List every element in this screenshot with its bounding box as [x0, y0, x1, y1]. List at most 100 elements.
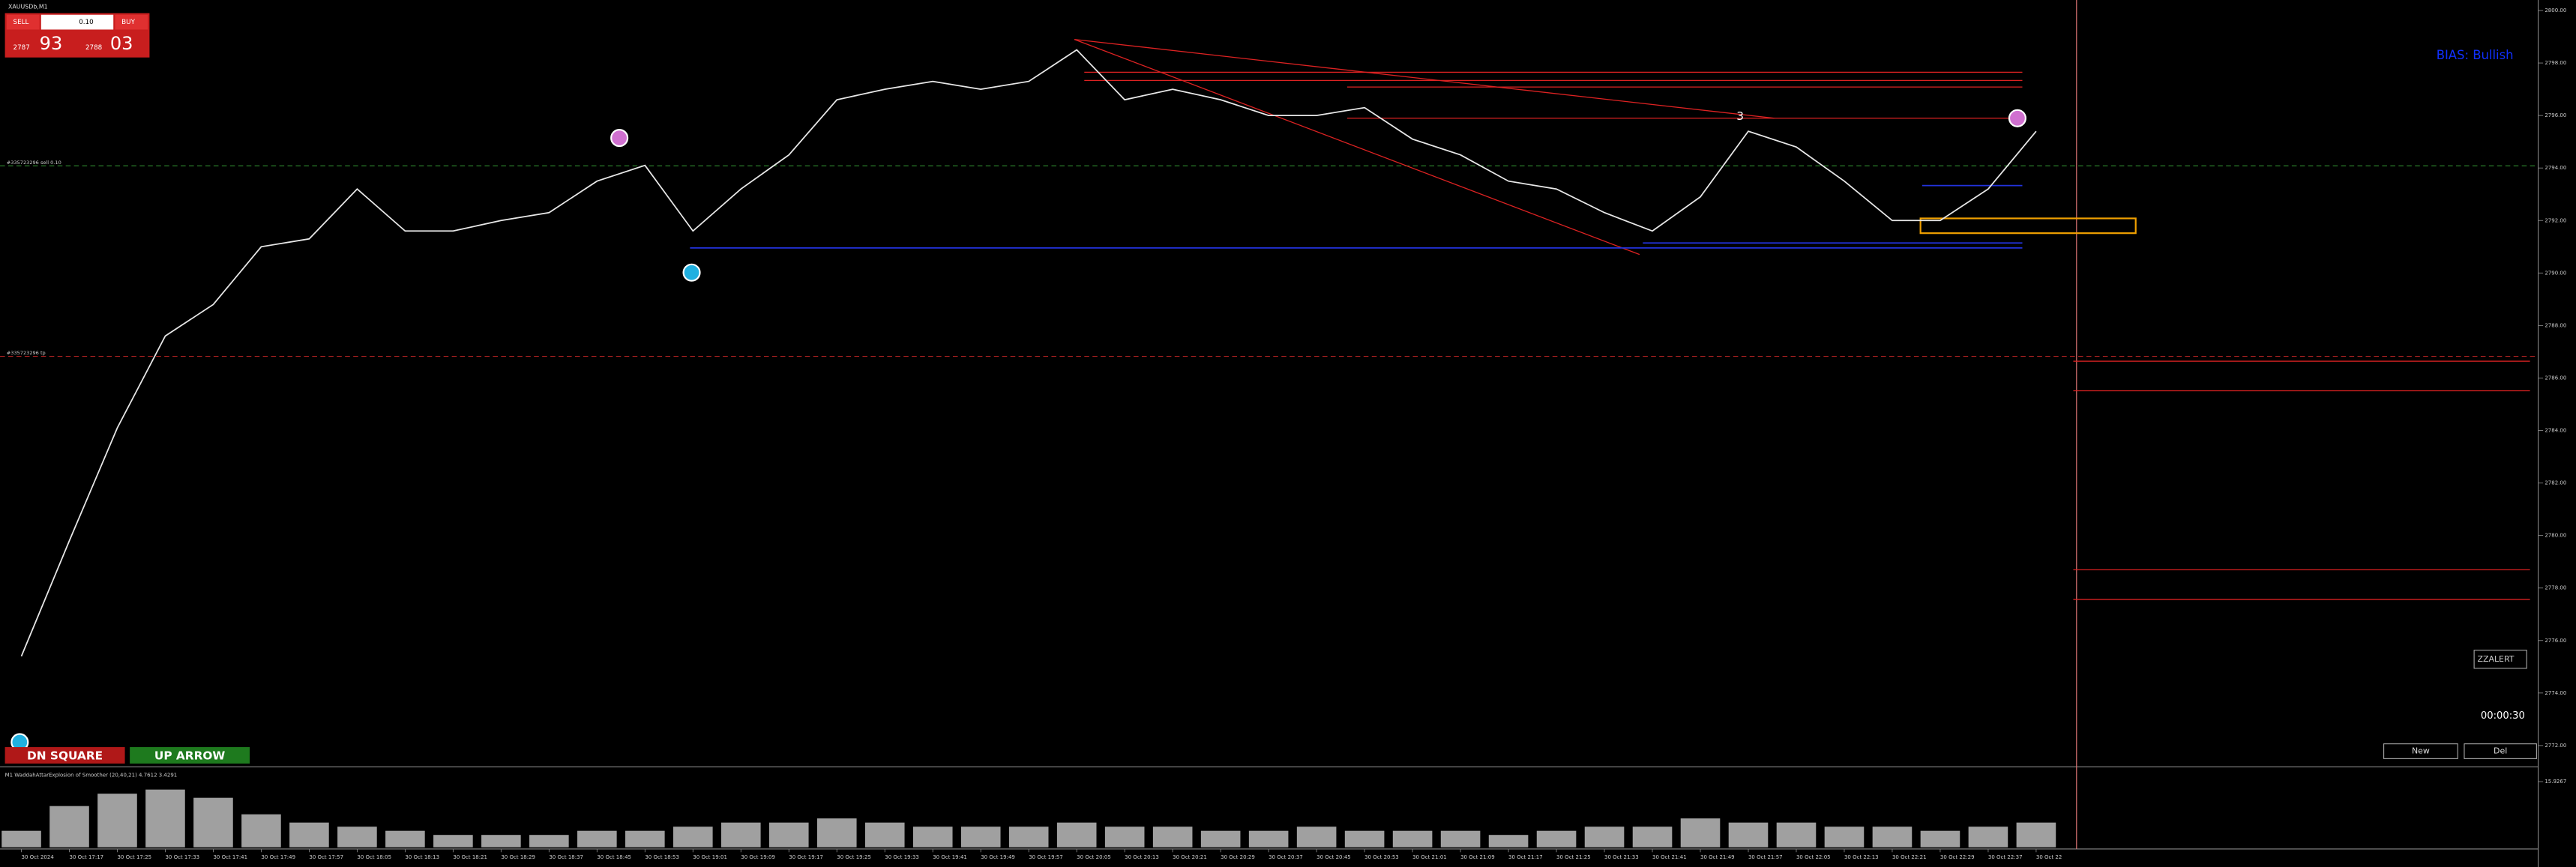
del-label[interactable]: Del — [2494, 746, 2507, 756]
y-tick-label: 2782.00 — [2545, 480, 2566, 486]
histogram-bar — [1392, 830, 1433, 848]
alert[interactable]: ZZALERT — [2477, 654, 2514, 664]
x-tick-label: 30 Oct 17:49 — [261, 854, 295, 860]
del-button[interactable] — [2464, 743, 2537, 759]
x-tick-label: 30 Oct 21:17 — [1508, 854, 1543, 860]
histogram-bar — [97, 794, 137, 848]
y-tick-label: 2788.00 — [2545, 321, 2566, 328]
y-tick-label: 2776.00 — [2545, 637, 2566, 644]
y-tick-label: 2800.00 — [2545, 7, 2566, 13]
x-tick-label: 30 Oct 21:33 — [1604, 854, 1639, 860]
sell-order: #335723296 sell 0.10 — [7, 160, 61, 166]
y-tick-label: 2784.00 — [2545, 427, 2566, 434]
histogram-bar — [721, 822, 761, 848]
histogram-bar — [529, 835, 569, 848]
lots-field[interactable] — [40, 14, 114, 30]
x-tick-label: 30 Oct 21:49 — [1700, 854, 1735, 860]
x-tick-label: 30 Oct 18:13 — [405, 854, 439, 860]
histogram-bar — [625, 830, 665, 848]
x-tick-label: 30 Oct 20:05 — [1077, 854, 1111, 860]
x-tick-label: 30 Oct 18:21 — [453, 854, 487, 860]
histogram-bar — [1200, 830, 1241, 848]
x-tick-label: 30 Oct 17:33 — [165, 854, 199, 860]
buy-button[interactable] — [115, 14, 148, 30]
sell-label[interactable]: SELL — [13, 19, 29, 26]
new-button[interactable] — [2383, 743, 2458, 759]
histogram-bar — [816, 818, 857, 848]
x-tick-label: 30 Oct 21:57 — [1748, 854, 1783, 860]
y-tick-label: 2778.00 — [2545, 584, 2566, 591]
histogram-bar — [1248, 830, 1289, 848]
tp-order: #335723296 tp — [7, 350, 46, 356]
sell-button[interactable] — [6, 14, 40, 30]
histogram-bar — [337, 827, 377, 848]
histogram-bar — [2016, 822, 2056, 848]
histogram-bar — [1296, 827, 1337, 848]
histogram-bar — [289, 822, 329, 848]
signal-dot — [610, 129, 629, 148]
histogram-bar — [673, 827, 713, 848]
x-tick-label: 30 Oct 20:53 — [1364, 854, 1399, 860]
histogram-bar — [1344, 830, 1385, 848]
zone-box — [1919, 217, 2137, 235]
x-tick-label: 30 Oct 17:25 — [117, 854, 151, 860]
x-tick-label: 30 Oct 18:29 — [501, 854, 535, 860]
ask-main: 2788 — [85, 44, 102, 52]
y-tick-label: 2774.00 — [2545, 689, 2566, 696]
dn-square: DN SQUARE — [27, 749, 103, 763]
histogram-bar — [1632, 827, 1673, 848]
resistance-lines — [1074, 38, 2530, 600]
x-tick-label: 30 Oct 19:25 — [837, 854, 871, 860]
x-tick-label: 30 Oct 18:45 — [597, 854, 631, 860]
histogram-bar — [1056, 822, 1097, 848]
histogram-bar — [1920, 830, 1960, 848]
x-tick-label: 30 Oct 17:57 — [309, 854, 343, 860]
histogram-bar — [1104, 827, 1145, 848]
y-tick-label: 2796.00 — [2545, 112, 2566, 118]
bid-big: 93 — [40, 33, 63, 54]
x-tick-label: 30 Oct 17:17 — [70, 854, 104, 860]
lots[interactable]: 0.10 — [79, 19, 93, 26]
x-tick-label: 30 Oct 20:21 — [1173, 854, 1207, 860]
x-tick-label: 30 Oct 21:01 — [1412, 854, 1447, 860]
dn-square-bg — [4, 747, 125, 764]
histogram-bar — [1488, 835, 1529, 848]
histogram-bar — [768, 822, 809, 848]
histogram-bar — [481, 835, 521, 848]
histogram-bar — [241, 814, 281, 848]
x-tick-label: 30 Oct 18:37 — [549, 854, 583, 860]
alert-box[interactable] — [2473, 650, 2527, 669]
y-tick-label: 2794.00 — [2545, 164, 2566, 171]
histogram-bar — [433, 835, 473, 848]
x-tick-label: 30 Oct 20:37 — [1269, 854, 1303, 860]
x-tick-label: 30 Oct 19:49 — [981, 854, 1015, 860]
y-tick-label: 2790.00 — [2545, 269, 2566, 276]
indicator-title: M1 WaddahAttarExplosion of Smoother (20,… — [5, 771, 178, 778]
symbol: XAUUSDb,M1 — [8, 3, 48, 10]
x-tick-label: 30 Oct 19:33 — [885, 854, 919, 860]
new-label[interactable]: New — [2412, 746, 2430, 756]
x-tick-label: 30 Oct 19:41 — [933, 854, 967, 860]
trade-panel: SELL 0.10 BUY 2787 93 2788 03 — [4, 13, 150, 58]
histogram-bar — [193, 797, 233, 848]
histogram-bar — [1872, 827, 1913, 848]
histogram-bar — [960, 827, 1001, 848]
x-tick-label: 30 Oct 18:53 — [645, 854, 679, 860]
x-tick-label: 30 Oct 22:29 — [1940, 854, 1975, 860]
histogram-bar — [145, 789, 185, 848]
x-tick-label: 30 Oct 18:05 — [357, 854, 391, 860]
x-tick-label: 30 Oct 19:01 — [693, 854, 727, 860]
x-tick-label: 30 Oct 19:09 — [741, 854, 775, 860]
histogram-bar — [1584, 827, 1625, 848]
y-tick-label: 2792.00 — [2545, 217, 2566, 223]
histogram-bar — [864, 822, 905, 848]
x-tick-label: 30 Oct 2024 — [22, 854, 55, 860]
buy-label[interactable]: BUY — [121, 19, 135, 26]
histogram-bar — [1008, 827, 1049, 848]
histogram-bar — [1776, 822, 1817, 848]
x-tick-label: 30 Oct 22:21 — [1892, 854, 1927, 860]
histogram-bar — [1968, 827, 2008, 848]
